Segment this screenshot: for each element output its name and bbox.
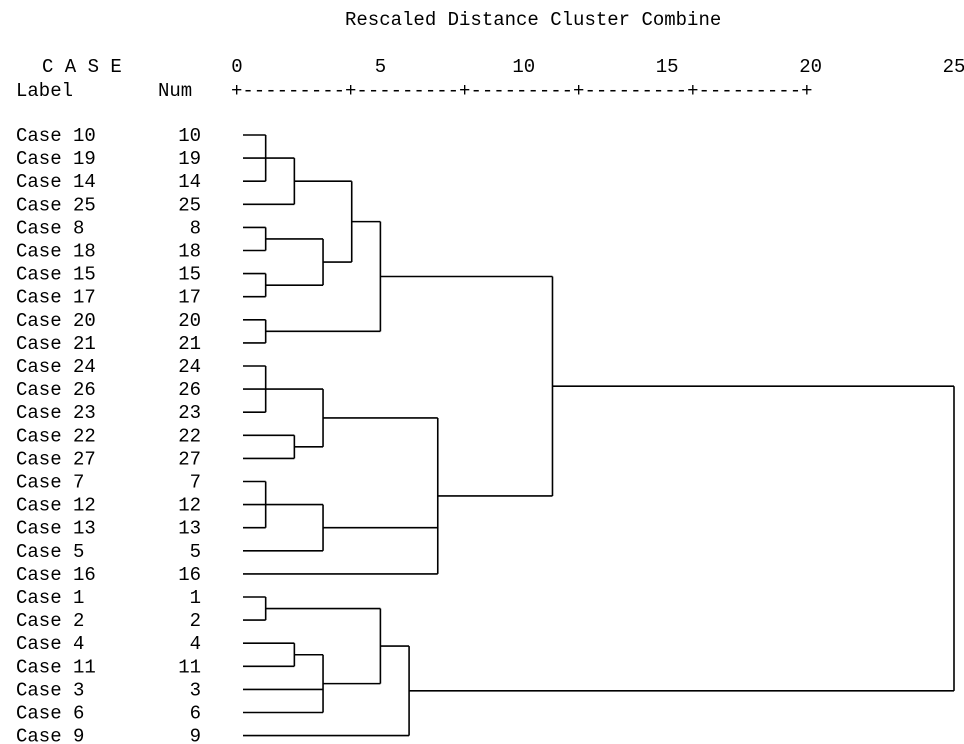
case-label: Case 20 — [16, 310, 96, 332]
num-header: Num — [158, 80, 192, 102]
case-num: 12 — [178, 495, 201, 517]
case-label: Case 27 — [16, 448, 96, 470]
case-num: 17 — [178, 287, 201, 309]
axis-ticks: 0 5 10 15 20 25 — [231, 56, 964, 78]
case-num: 14 — [178, 171, 201, 193]
axis-tick-label: 0 — [231, 56, 242, 78]
case-label: Case 16 — [16, 564, 96, 586]
case-label: Case 11 — [16, 656, 96, 678]
case-label: Case 25 — [16, 194, 96, 216]
axis-tick-label: 25 — [943, 56, 964, 78]
case-label: Case 21 — [16, 333, 96, 355]
axis-tick-label: 5 — [375, 56, 386, 78]
case-num: 11 — [178, 656, 201, 678]
case-num: 16 — [178, 564, 201, 586]
case-num: 27 — [178, 448, 201, 470]
case-num: 22 — [178, 425, 201, 447]
label-header: Label — [16, 80, 73, 102]
case-label: Case 8 — [16, 217, 84, 239]
case-label: Case 18 — [16, 241, 96, 263]
case-label: Case 1 — [16, 587, 84, 609]
case-label: Case 13 — [16, 518, 96, 540]
case-num: 10 — [178, 125, 201, 147]
case-num: 5 — [190, 541, 201, 563]
case-num: 26 — [178, 379, 201, 401]
case-num: 9 — [190, 726, 201, 744]
case-label: Case 23 — [16, 402, 96, 424]
case-label: Case 10 — [16, 125, 96, 147]
case-num: 19 — [178, 148, 201, 170]
case-label: Case 6 — [16, 703, 84, 725]
case-num: 7 — [190, 472, 201, 494]
case-num: 8 — [190, 217, 201, 239]
axis-tick-label: 10 — [512, 56, 535, 78]
case-label: Case 4 — [16, 633, 84, 655]
case-num: 13 — [178, 518, 201, 540]
case-num: 23 — [178, 402, 201, 424]
case-label: Case 19 — [16, 148, 96, 170]
axis-ruler: +---------+---------+---------+---------… — [231, 80, 813, 102]
case-num: 1 — [190, 587, 201, 609]
case-label: Case 24 — [16, 356, 96, 378]
case-header: C A S E — [42, 56, 122, 78]
case-num: 18 — [178, 241, 201, 263]
case-label: Case 22 — [16, 425, 96, 447]
case-num: 6 — [190, 703, 201, 725]
case-num: 4 — [190, 633, 201, 655]
case-num: 2 — [190, 610, 201, 632]
case-label: Case 9 — [16, 726, 84, 744]
case-label: Case 2 — [16, 610, 84, 632]
case-num: 20 — [178, 310, 201, 332]
case-label: Case 15 — [16, 264, 96, 286]
case-label: Case 5 — [16, 541, 84, 563]
case-num: 25 — [178, 194, 201, 216]
dendrogram-tree — [243, 134, 955, 737]
case-label: Case 12 — [16, 495, 96, 517]
case-num: 24 — [178, 356, 201, 378]
axis-tick-label: 20 — [799, 56, 822, 78]
case-label: Case 7 — [16, 472, 84, 494]
case-label: Case 14 — [16, 171, 96, 193]
case-label: Case 3 — [16, 679, 84, 701]
case-num: 21 — [178, 333, 201, 355]
case-label: Case 17 — [16, 287, 96, 309]
case-num: 3 — [190, 679, 201, 701]
case-num: 15 — [178, 264, 201, 286]
axis-tick-label: 15 — [656, 56, 679, 78]
case-label: Case 26 — [16, 379, 96, 401]
chart-title: Rescaled Distance Cluster Combine — [345, 9, 721, 31]
